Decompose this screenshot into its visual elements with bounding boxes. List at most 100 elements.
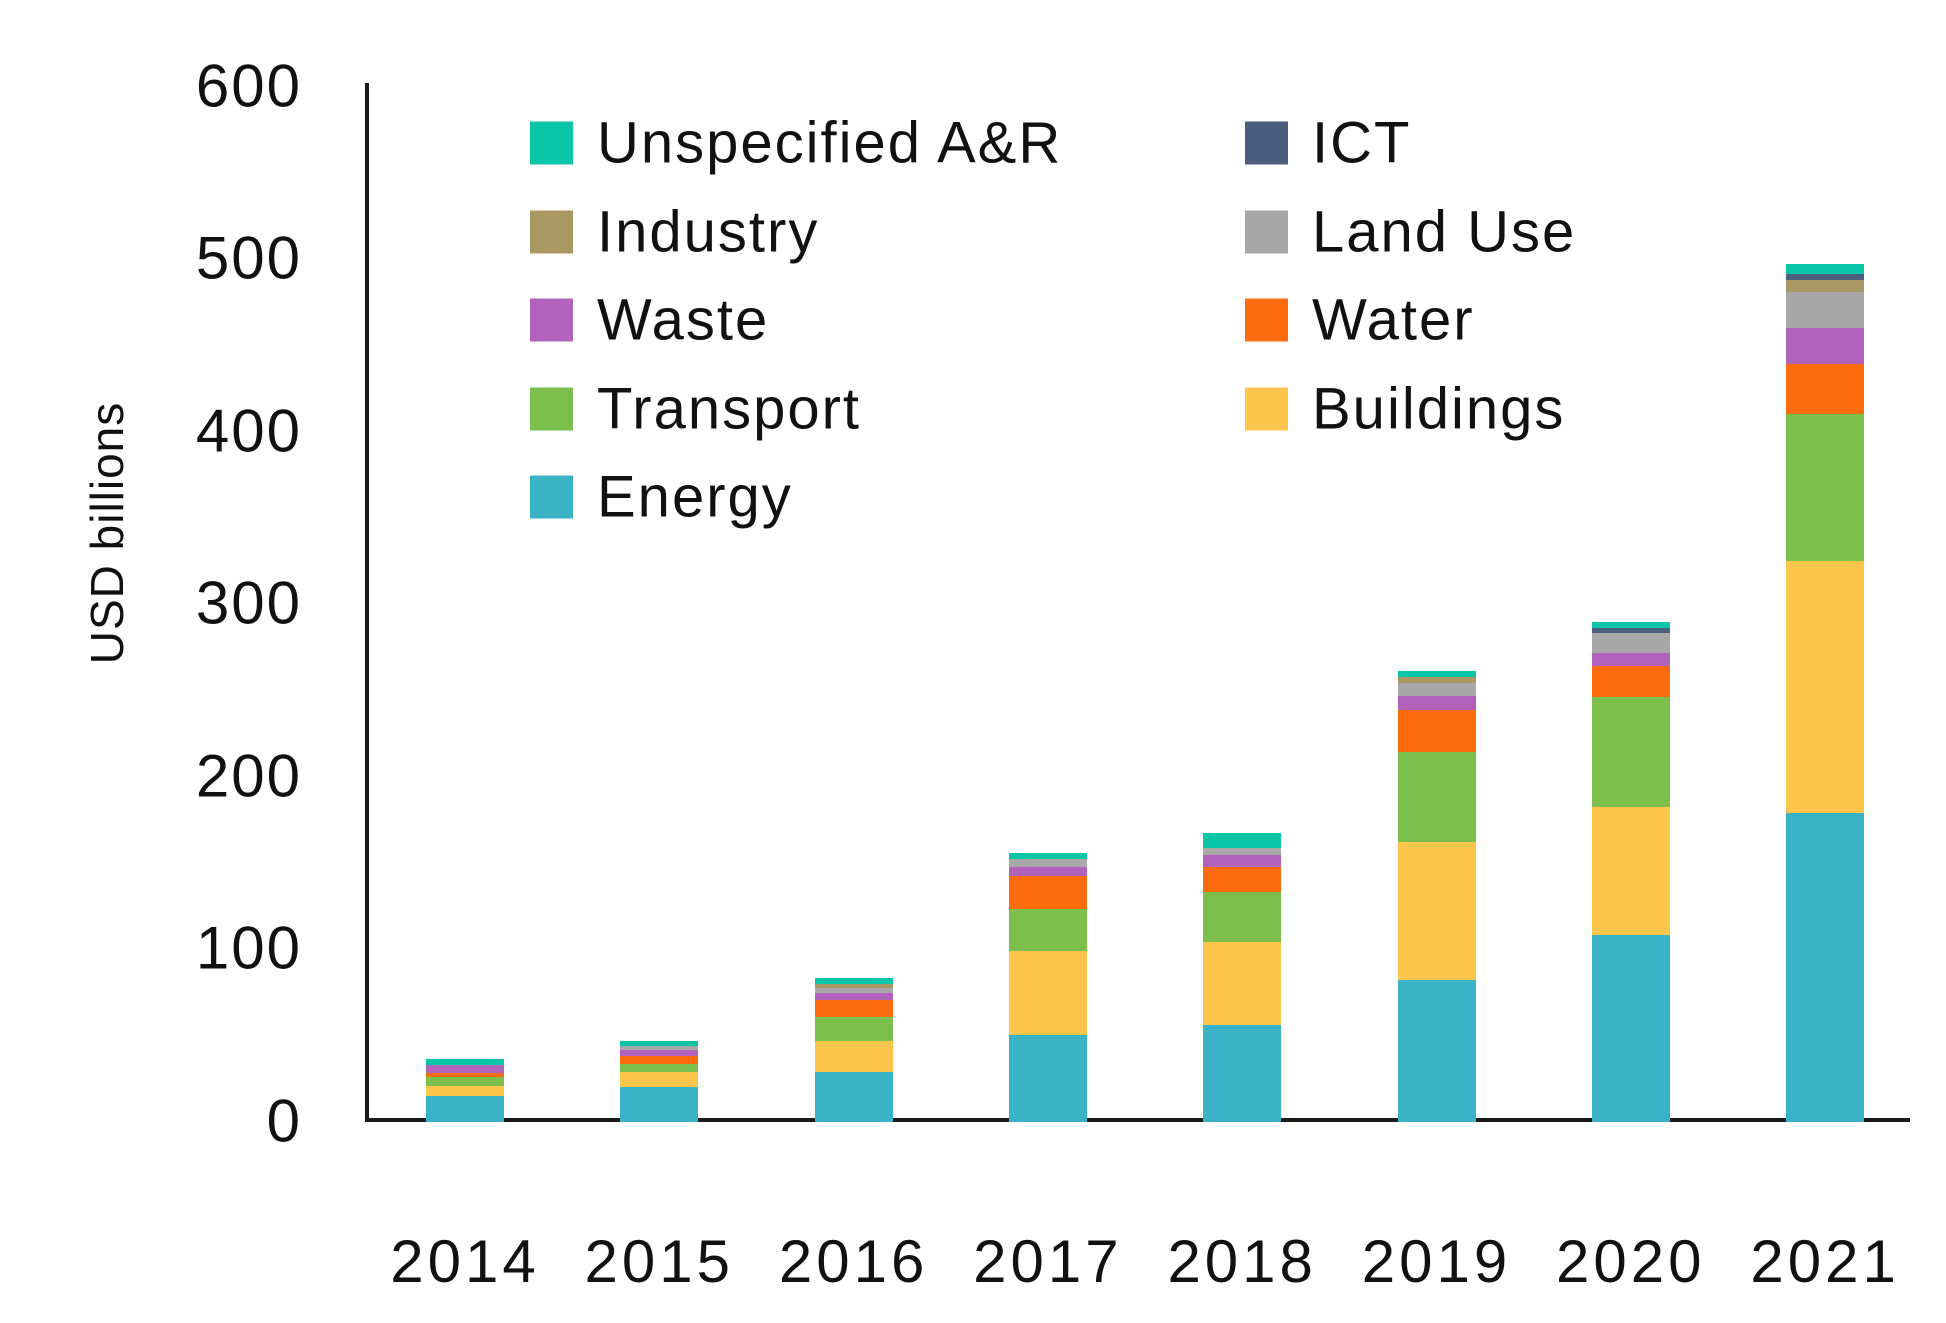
legend-item-energy: Energy bbox=[530, 464, 793, 531]
bar-segment-land-use bbox=[1591, 632, 1670, 654]
legend-swatch-icon bbox=[1245, 298, 1288, 342]
y-tick-label: 500 bbox=[195, 224, 302, 292]
legend-item-land-use: Land Use bbox=[1245, 198, 1576, 265]
legend-label: Waste bbox=[597, 287, 770, 353]
bar-segment-buildings bbox=[1008, 951, 1087, 1035]
bar-segment-water bbox=[1008, 876, 1087, 909]
x-tick-label-2016: 2016 bbox=[778, 1228, 929, 1295]
bar-segment-transport bbox=[1203, 891, 1282, 942]
bar-segment-energy bbox=[814, 1071, 893, 1122]
y-tick-label: 400 bbox=[195, 397, 302, 465]
bar-segment-ict bbox=[1786, 273, 1865, 280]
legend-item-waste: Waste bbox=[530, 287, 769, 354]
x-tick-label-2014: 2014 bbox=[390, 1228, 540, 1295]
bar-segment-water bbox=[1397, 710, 1476, 752]
bar-segment-energy bbox=[1008, 1034, 1087, 1122]
bar-2017 bbox=[1008, 852, 1087, 1122]
y-tick-label: 100 bbox=[195, 914, 302, 982]
bar-segment-buildings bbox=[1397, 842, 1476, 981]
bar-2014 bbox=[426, 1059, 504, 1122]
bar-segment-buildings bbox=[620, 1071, 699, 1088]
bar-segment-industry bbox=[1786, 279, 1865, 292]
bar-segment-waste bbox=[426, 1065, 504, 1073]
bar-segment-waste bbox=[1786, 328, 1865, 365]
x-tick-label-2019: 2019 bbox=[1361, 1228, 1512, 1295]
bar-2018 bbox=[1203, 832, 1282, 1122]
bar-segment-unspecified-a-r bbox=[814, 977, 893, 984]
bar-segment-ict bbox=[1591, 627, 1670, 633]
bar-segment-unspecified-a-r bbox=[620, 1040, 699, 1047]
legend-label: Land Use bbox=[1312, 199, 1577, 264]
bar-segment-energy bbox=[620, 1087, 699, 1122]
bar-segment-water bbox=[1786, 364, 1865, 415]
bar-segment-water bbox=[1203, 867, 1282, 892]
bar-segment-waste bbox=[1203, 854, 1282, 868]
bar-segment-land-use bbox=[1397, 682, 1476, 696]
legend-label: Buildings bbox=[1312, 376, 1566, 441]
bar-segment-waste bbox=[620, 1050, 699, 1057]
x-tick-label-2018: 2018 bbox=[1167, 1228, 1317, 1295]
bar-segment-land-use bbox=[620, 1046, 699, 1051]
bar-segment-waste bbox=[1397, 695, 1476, 711]
bar-segment-land-use bbox=[1203, 847, 1282, 855]
x-tick-label-2015: 2015 bbox=[584, 1228, 735, 1295]
bar-segment-water bbox=[814, 1000, 893, 1017]
bar-segment-transport bbox=[620, 1064, 699, 1072]
bar-2016 bbox=[814, 977, 893, 1122]
bar-segment-buildings bbox=[814, 1040, 893, 1072]
bar-segment-energy bbox=[1591, 934, 1670, 1122]
legend-item-transport: Transport bbox=[530, 375, 861, 442]
bar-segment-energy bbox=[426, 1096, 504, 1122]
bar-segment-waste bbox=[814, 992, 893, 1001]
bar-segment-buildings bbox=[1591, 807, 1670, 935]
bar-segment-transport bbox=[1591, 697, 1670, 808]
bar-segment-energy bbox=[1786, 813, 1865, 1122]
bar-segment-waste bbox=[1008, 867, 1087, 877]
bar-segment-water bbox=[426, 1072, 504, 1078]
legend-label: Water bbox=[1312, 287, 1475, 353]
legend-swatch-icon bbox=[530, 121, 573, 165]
bar-segment-land-use bbox=[814, 988, 893, 993]
legend-item-unspecified-a-r: Unspecified A&R bbox=[530, 110, 1062, 177]
bar-segment-unspecified-a-r bbox=[1786, 264, 1865, 274]
legend-label: Industry bbox=[597, 199, 820, 264]
x-tick-label-2021: 2021 bbox=[1750, 1228, 1900, 1295]
bar-segment-transport bbox=[1786, 414, 1865, 562]
bar-segment-energy bbox=[1397, 980, 1476, 1122]
bar-segment-buildings bbox=[1203, 941, 1282, 1025]
legend-item-ict: ICT bbox=[1245, 110, 1411, 177]
legend-swatch-icon bbox=[1245, 121, 1288, 165]
bar-segment-unspecified-a-r bbox=[1397, 670, 1476, 677]
legend-swatch-icon bbox=[1245, 210, 1288, 253]
bar-segment-transport bbox=[426, 1077, 504, 1086]
bar-segment-unspecified-a-r bbox=[426, 1059, 504, 1066]
bar-segment-industry bbox=[814, 983, 893, 989]
legend-item-buildings: Buildings bbox=[1245, 375, 1565, 442]
x-tick-label-2020: 2020 bbox=[1556, 1228, 1706, 1295]
y-tick-label: 600 bbox=[195, 52, 302, 119]
bar-segment-unspecified-a-r bbox=[1203, 832, 1282, 848]
legend-swatch-icon bbox=[530, 475, 573, 519]
bar-2019 bbox=[1397, 670, 1476, 1122]
legend-item-industry: Industry bbox=[530, 198, 819, 265]
bar-segment-water bbox=[620, 1056, 699, 1065]
bar-segment-land-use bbox=[1786, 291, 1865, 329]
legend-label: Unspecified A&R bbox=[597, 110, 1063, 176]
legend-swatch-icon bbox=[530, 210, 573, 253]
bar-2020 bbox=[1591, 621, 1670, 1122]
bar-segment-buildings bbox=[1786, 561, 1865, 814]
legend-label: ICT bbox=[1312, 110, 1412, 176]
legend-label: Transport bbox=[597, 376, 862, 441]
x-axis-line bbox=[365, 1118, 1910, 1122]
bar-segment-unspecified-a-r bbox=[1008, 852, 1087, 859]
bar-segment-industry bbox=[1397, 676, 1476, 683]
bar-segment-transport bbox=[1008, 908, 1087, 952]
bar-segment-buildings bbox=[426, 1085, 504, 1097]
y-tick-label: 200 bbox=[195, 742, 302, 810]
legend-swatch-icon bbox=[530, 298, 573, 342]
bar-segment-land-use bbox=[1008, 858, 1087, 868]
bar-2021 bbox=[1786, 264, 1865, 1122]
legend-swatch-icon bbox=[530, 387, 573, 430]
bar-segment-water bbox=[1591, 665, 1670, 698]
